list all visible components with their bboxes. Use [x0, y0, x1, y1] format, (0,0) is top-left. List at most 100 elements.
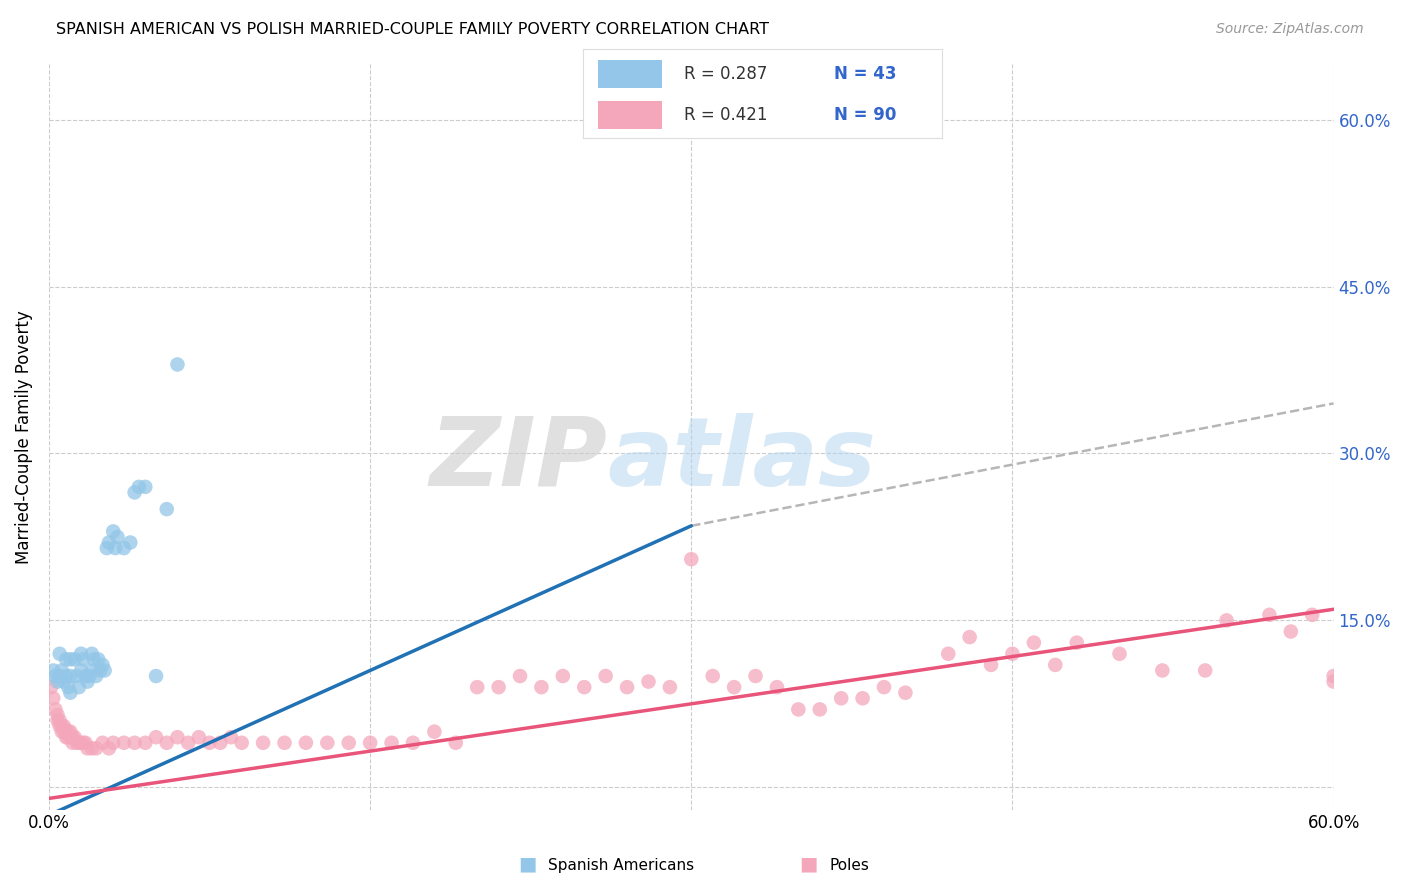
Point [219, 730, 242, 744]
Point [766, 680, 789, 694]
Point [59, 724, 82, 739]
Point [51, 664, 73, 678]
Point [808, 702, 831, 716]
Bar [598, 101, 662, 129]
Point [80, 741, 103, 756]
Point [107, 530, 129, 544]
Point [488, 680, 510, 694]
Point [104, 541, 127, 555]
Point [59, 669, 82, 683]
Point [530, 680, 553, 694]
Point [51, 724, 73, 739]
Point [52, 719, 75, 733]
Point [48, 714, 70, 728]
Point [574, 680, 596, 694]
Point [273, 736, 295, 750]
Text: Source: ZipAtlas.com: Source: ZipAtlas.com [1216, 22, 1364, 37]
Point [980, 657, 1002, 672]
Point [80, 647, 103, 661]
Point [509, 669, 531, 683]
Point [1301, 607, 1323, 622]
Point [936, 647, 959, 661]
Point [46, 708, 69, 723]
Text: N = 90: N = 90 [834, 106, 897, 124]
Point [316, 736, 339, 750]
Text: R = 0.287: R = 0.287 [683, 65, 768, 83]
Point [423, 724, 446, 739]
Point [103, 524, 125, 539]
Point [873, 680, 896, 694]
Point [658, 680, 681, 694]
Point [44, 669, 66, 683]
Point [58, 724, 80, 739]
Point [55, 669, 77, 683]
Point [637, 674, 659, 689]
Point [128, 480, 150, 494]
Point [465, 680, 488, 694]
Point [97, 535, 120, 549]
Point [97, 741, 120, 756]
Text: SPANISH AMERICAN VS POLISH MARRIED-COUPLE FAMILY POVERTY CORRELATION CHART: SPANISH AMERICAN VS POLISH MARRIED-COUPL… [56, 22, 769, 37]
Point [444, 736, 467, 750]
Point [959, 630, 981, 644]
Point [156, 502, 179, 516]
Point [91, 657, 114, 672]
Point [112, 736, 135, 750]
Point [48, 669, 70, 683]
Point [62, 730, 84, 744]
Text: ■: ■ [799, 855, 818, 873]
Text: ■: ■ [517, 855, 537, 873]
Point [93, 664, 115, 678]
Point [67, 680, 90, 694]
Text: Spanish Americans: Spanish Americans [548, 858, 695, 872]
Point [63, 730, 86, 744]
Point [48, 647, 70, 661]
Point [1066, 635, 1088, 649]
Point [89, 664, 111, 678]
Point [70, 647, 93, 661]
Bar [598, 60, 662, 88]
Point [744, 669, 766, 683]
Point [59, 686, 82, 700]
Point [48, 719, 70, 733]
Text: atlas: atlas [607, 413, 877, 506]
Point [76, 674, 98, 689]
Point [72, 652, 94, 666]
Point [380, 736, 402, 750]
Point [681, 552, 703, 566]
Point [52, 724, 75, 739]
Point [42, 664, 65, 678]
Text: R = 0.421: R = 0.421 [683, 106, 768, 124]
Point [72, 736, 94, 750]
Point [112, 541, 135, 555]
Point [1279, 624, 1302, 639]
Point [46, 674, 69, 689]
Point [83, 652, 105, 666]
Point [66, 736, 89, 750]
Point [1323, 674, 1346, 689]
Point [76, 741, 98, 756]
Text: Poles: Poles [830, 858, 869, 872]
Point [295, 736, 318, 750]
Point [52, 674, 75, 689]
Y-axis label: Married-Couple Family Poverty: Married-Couple Family Poverty [15, 310, 32, 564]
Point [1001, 647, 1024, 661]
Point [75, 669, 97, 683]
Point [46, 714, 69, 728]
Point [134, 480, 156, 494]
Point [70, 736, 93, 750]
Text: N = 43: N = 43 [834, 65, 897, 83]
Point [852, 691, 875, 706]
Point [70, 664, 93, 678]
Point [702, 669, 724, 683]
Point [1258, 607, 1281, 622]
Point [187, 730, 209, 744]
Point [1022, 635, 1045, 649]
Point [58, 730, 80, 744]
Point [66, 669, 89, 683]
Point [134, 736, 156, 750]
Point [84, 669, 107, 683]
Point [120, 535, 142, 549]
Point [156, 736, 179, 750]
Point [1108, 647, 1130, 661]
